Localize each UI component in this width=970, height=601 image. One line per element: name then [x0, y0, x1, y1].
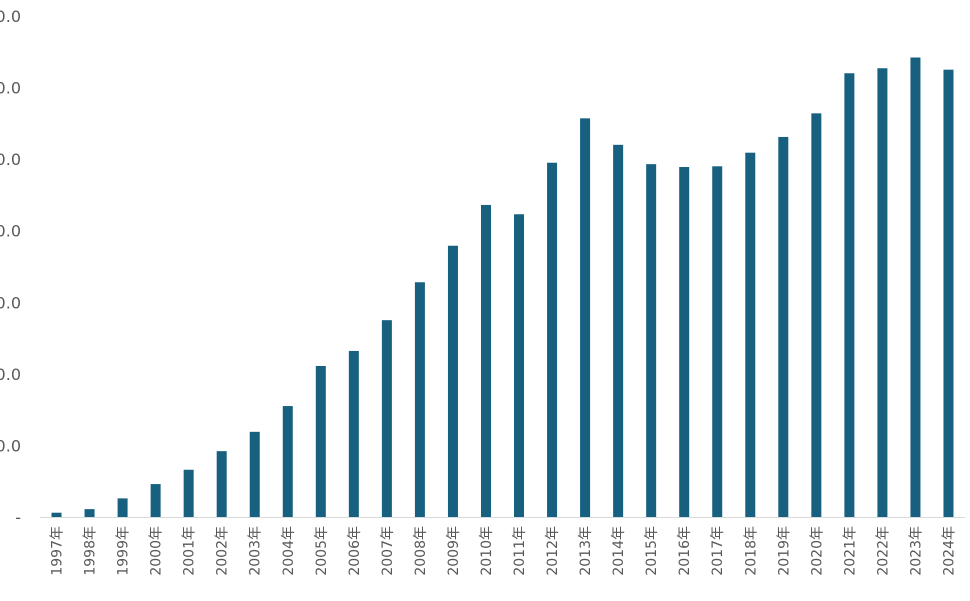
x-tick-label: 2014年 — [611, 526, 627, 576]
y-tick-label: 0.0 — [0, 222, 21, 241]
bar — [150, 484, 161, 517]
bar — [778, 136, 789, 517]
x-tick-label: 2012年 — [545, 526, 561, 576]
x-tick-label: 2005年 — [314, 526, 330, 576]
x-tick-label: 2024年 — [941, 526, 957, 576]
y-tick-label: 0.0 — [0, 79, 21, 98]
bar — [216, 451, 227, 517]
bar — [84, 509, 95, 517]
bar — [348, 350, 359, 517]
y-tick-label: - — [15, 508, 21, 527]
x-axis-ticks: 1997年 1998年 1999年 2000年 2001年 2002年 2003年 2004年… — [50, 526, 958, 576]
y-tick-label: 0.0 — [0, 436, 21, 455]
x-tick-label: 1999年 — [116, 526, 132, 576]
x-tick-label: 2011年 — [512, 526, 528, 576]
y-axis-ticks: - 0.0 0.0 0.0 0.0 0.0 0.0 0.0 — [0, 7, 21, 527]
bar — [249, 431, 260, 517]
bar — [480, 204, 491, 517]
x-tick-label: 2018年 — [743, 526, 759, 576]
x-tick-label: 2013年 — [578, 526, 594, 576]
x-tick-label: 2020年 — [809, 526, 825, 576]
x-tick-label: 2023年 — [908, 526, 924, 576]
y-tick-label: 0.0 — [0, 293, 21, 312]
bar — [811, 113, 822, 517]
x-tick-label: 2001年 — [182, 526, 198, 576]
x-tick-label: 2009年 — [446, 526, 462, 576]
x-tick-label: 2022年 — [875, 526, 891, 576]
y-tick-label: 0.0 — [0, 150, 21, 169]
bar — [877, 68, 888, 517]
bar — [117, 498, 128, 517]
bar — [910, 57, 921, 517]
x-tick-label: 2008年 — [413, 526, 429, 576]
x-tick-label: 2017年 — [710, 526, 726, 576]
bar — [282, 406, 293, 517]
x-tick-label: 2006年 — [347, 526, 363, 576]
bar-series — [51, 57, 954, 518]
bar — [712, 166, 723, 518]
bar — [646, 164, 657, 517]
x-tick-label: 2004年 — [281, 526, 297, 576]
bar — [414, 282, 425, 517]
bar — [679, 167, 690, 517]
bar — [547, 162, 558, 517]
x-tick-label: 1997年 — [50, 526, 66, 576]
x-tick-label: 2003年 — [248, 526, 264, 576]
x-tick-label: 2010年 — [479, 526, 495, 576]
bar — [580, 118, 591, 517]
x-tick-label: 2000年 — [149, 526, 165, 576]
x-tick-label: 2015年 — [644, 526, 660, 576]
bar — [844, 73, 855, 517]
x-tick-label: 2019年 — [776, 526, 792, 576]
x-tick-label: 2002年 — [215, 526, 231, 576]
x-tick-label: 2007年 — [380, 526, 396, 576]
bar — [943, 69, 954, 518]
x-tick-label: 1998年 — [83, 526, 99, 576]
y-tick-label: 0.0 — [0, 365, 21, 384]
bar — [514, 214, 525, 517]
bar — [315, 365, 326, 517]
x-tick-label: 2016年 — [677, 526, 693, 576]
bar — [745, 152, 756, 517]
x-tick-label: 2021年 — [842, 526, 858, 576]
bar — [447, 245, 458, 518]
bar — [183, 469, 194, 517]
bar — [613, 144, 624, 517]
bar — [51, 512, 62, 517]
y-tick-label: 0.0 — [0, 7, 21, 26]
bar — [381, 320, 392, 517]
